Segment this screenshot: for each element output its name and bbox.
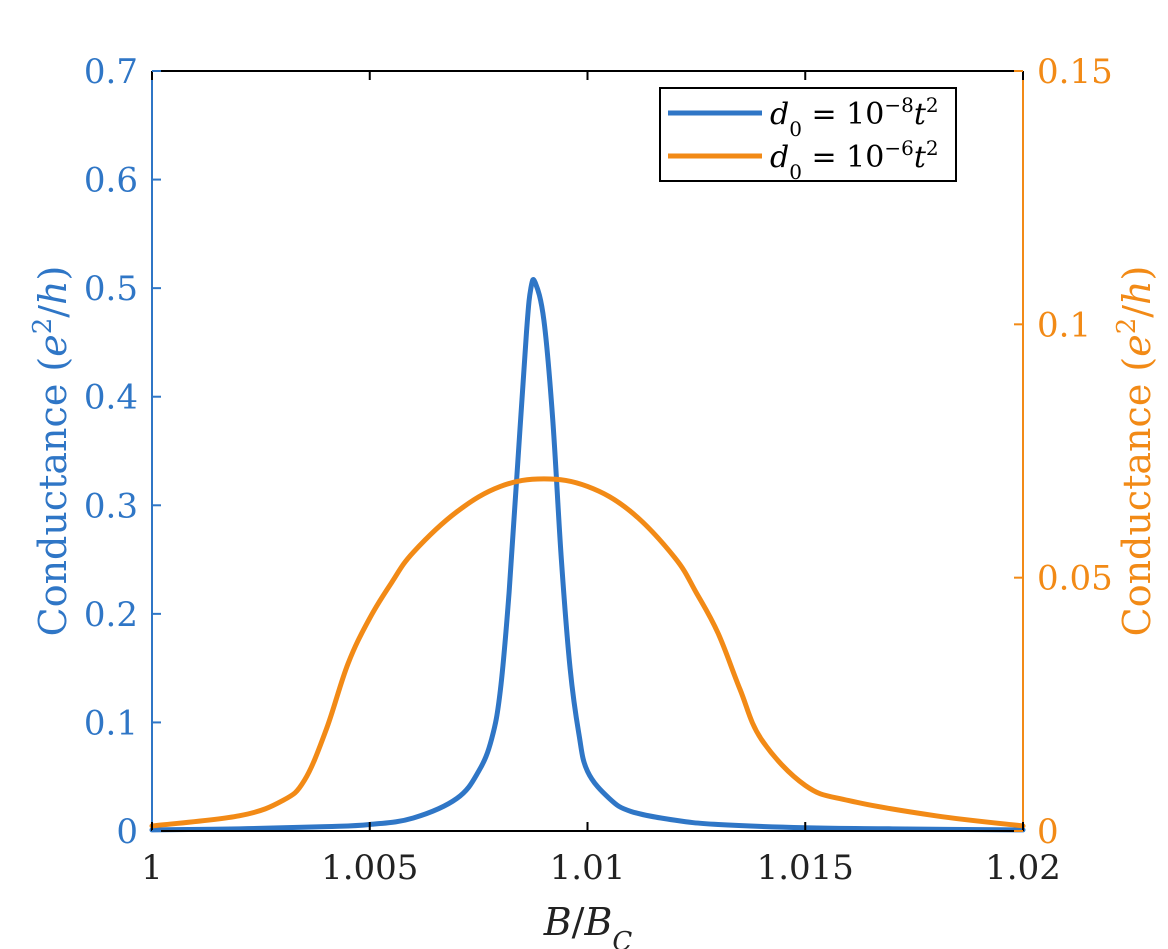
y-right-tick-label: 0.05	[1037, 559, 1113, 599]
legend-2-exp: −6	[884, 136, 913, 160]
y-left-title-suffix: )	[31, 266, 75, 281]
legend-1-exp: −8	[884, 93, 913, 117]
y-axis-left-title: Conductance (e2/h)	[28, 266, 75, 637]
legend-1-var: d	[770, 97, 789, 132]
legend-2-eq: = 10	[802, 140, 884, 175]
x-title-sep: /	[572, 900, 585, 944]
y-right-title-sup: 2	[1112, 318, 1142, 335]
legend-2-var: d	[770, 140, 789, 175]
svg-text:Conductance (e2/h): Conductance (e2/h)	[28, 266, 75, 637]
y-left-tick-label: 0.6	[84, 161, 138, 201]
x-axis-title: B/BC	[543, 900, 633, 949]
y-left-tick-label: 0.7	[84, 52, 138, 92]
legend-2-var2: t	[914, 140, 927, 175]
legend-1-sup2: 2	[926, 93, 939, 117]
y-right-title-suffix: )	[1115, 266, 1159, 281]
x-tick-label: 1.005	[321, 848, 418, 888]
legend-1-eq: = 10	[802, 97, 884, 132]
legend-1-sub: 0	[789, 117, 802, 141]
legend-1-var2: t	[914, 97, 927, 132]
y-left-title-prefix: Conductance (	[31, 357, 75, 637]
x-tick-label: 1.015	[757, 848, 854, 888]
x-tick-label: 1.02	[985, 848, 1061, 888]
x-title-sub-base: B	[583, 900, 612, 944]
y-right-tick-label: 0.15	[1037, 52, 1113, 92]
legend-box	[659, 87, 957, 182]
x-tick-label: 1.01	[550, 848, 626, 888]
x-title-base: B	[543, 900, 572, 944]
y-left-tick-label: 0.2	[84, 595, 138, 635]
y-left-tick-label: 0.3	[84, 486, 138, 526]
legend: d0 = 10−8t2 d0 = 10−6t2	[659, 87, 957, 184]
y-left-tick-label: 0	[116, 812, 138, 852]
y-left-title-var2: h	[31, 280, 75, 304]
y-left-tick-label: 0.5	[84, 269, 138, 309]
y-right-title-prefix: Conductance (	[1115, 357, 1159, 637]
y-left-title-sep: /	[31, 305, 75, 318]
legend-2-sup2: 2	[926, 136, 939, 160]
y-right-tick-label: 0	[1037, 812, 1059, 852]
y-left-tick-label: 0.4	[84, 378, 138, 418]
series-line-2	[149, 476, 1026, 829]
y-right-title-var2: h	[1115, 280, 1159, 304]
y-right-tick-label: 0.1	[1037, 305, 1091, 345]
y-axis-right-title: Conductance (e2/h)	[1112, 266, 1159, 637]
x-tick-label: 1	[141, 848, 163, 888]
svg-text:Conductance (e2/h): Conductance (e2/h)	[1112, 266, 1159, 637]
series-line-1	[149, 277, 1026, 833]
legend-label-series-1: d0 = 10−8t2	[770, 93, 939, 141]
legend-label-series-2: d0 = 10−6t2	[770, 136, 939, 184]
y-right-title-var: e	[1115, 334, 1159, 357]
y-right-title-sep: /	[1115, 305, 1159, 318]
y-left-tick-label: 0.1	[84, 703, 138, 743]
y-left-title-var: e	[31, 334, 75, 357]
y-left-title-sup: 2	[28, 318, 58, 335]
legend-2-sub: 0	[789, 160, 802, 184]
x-title-sub: C	[612, 927, 632, 949]
plot-layer: 1 1.005 1.01 1.015 1.0200.10.20.30.40.50.60.…	[84, 52, 1113, 888]
